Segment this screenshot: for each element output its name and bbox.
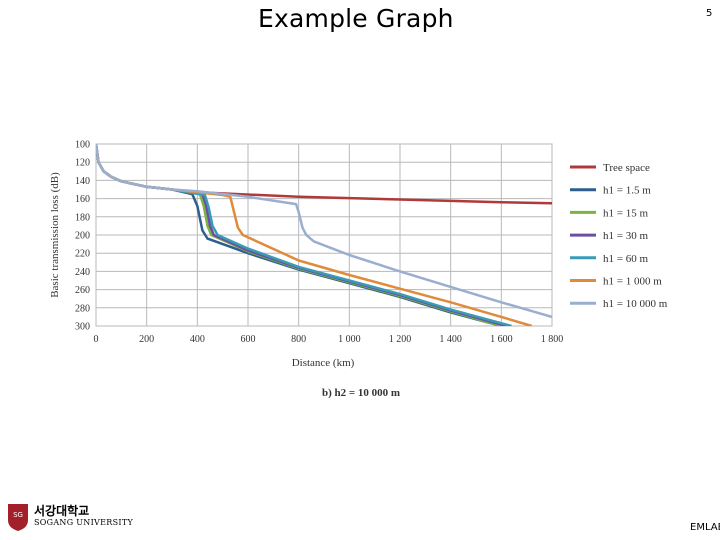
y-tick-label: 240	[75, 267, 90, 278]
y-tick-label: 260	[75, 285, 90, 296]
y-tick-label: 140	[75, 176, 90, 187]
emblem-icon: SG	[8, 504, 28, 531]
x-tick-label: 1 200	[389, 334, 412, 345]
slide-number: 5	[706, 8, 713, 19]
y-tick-label: 180	[75, 212, 90, 223]
logo-korean-text: 서강대학교	[34, 504, 90, 518]
legend: Tree space h1 = 1.5 m h1 = 15 m h1 = 30 m h1…	[570, 162, 668, 310]
y-tick-label: 280	[75, 303, 90, 314]
legend-label-3: h1 = 30 m	[603, 230, 648, 242]
y-axis-label: Basic transmission loss (dB)	[49, 172, 61, 298]
y-tick-label: 220	[75, 249, 90, 260]
logo-english-text: SOGANG UNIVERSITY	[34, 518, 134, 527]
legend-label-4: h1 = 60 m	[603, 253, 648, 265]
university-logo: SG 서강대학교 SOGANG UNIVERSITY	[4, 500, 133, 534]
series-line-6	[96, 144, 552, 319]
svg-text:SG: SG	[13, 511, 23, 519]
x-tick-label: 800	[291, 334, 306, 345]
footer-brand: EMLAB	[690, 522, 720, 533]
x-tick-label: 600	[241, 334, 256, 345]
x-tick-label: 1 800	[541, 334, 564, 345]
legend-label-6: h1 = 10 000 m	[603, 298, 668, 310]
legend-label-2: h1 = 15 m	[603, 207, 648, 219]
series-lines	[96, 144, 552, 326]
y-tick-label: 100	[75, 140, 90, 151]
y-tick-label: 160	[75, 194, 90, 205]
x-tick-labels: 0 200 400 600 800 1 000 1 200 1 400 1 600 1 800	[94, 334, 564, 345]
y-tick-label: 200	[75, 231, 90, 242]
slide-title: Example Graph	[258, 4, 454, 33]
legend-label-5: h1 = 1 000 m	[603, 276, 662, 288]
x-tick-label: 1 600	[490, 334, 513, 345]
chart-caption: b) h2 = 10 000 m	[322, 387, 400, 399]
x-tick-label: 200	[139, 334, 154, 345]
x-tick-label: 1 400	[439, 334, 462, 345]
legend-label-1: h1 = 1.5 m	[603, 185, 651, 197]
x-axis-label: Distance (km)	[292, 357, 355, 369]
x-tick-label: 400	[190, 334, 205, 345]
x-tick-label: 0	[94, 334, 99, 345]
y-tick-label: 300	[75, 322, 90, 333]
x-tick-label: 1 000	[338, 334, 361, 345]
y-tick-labels: 100 120 140 160 180 200 220 240 260 280 300	[75, 140, 90, 333]
y-tick-label: 120	[75, 158, 90, 169]
legend-label-0: Tree space	[603, 162, 650, 174]
grid	[95, 143, 553, 327]
